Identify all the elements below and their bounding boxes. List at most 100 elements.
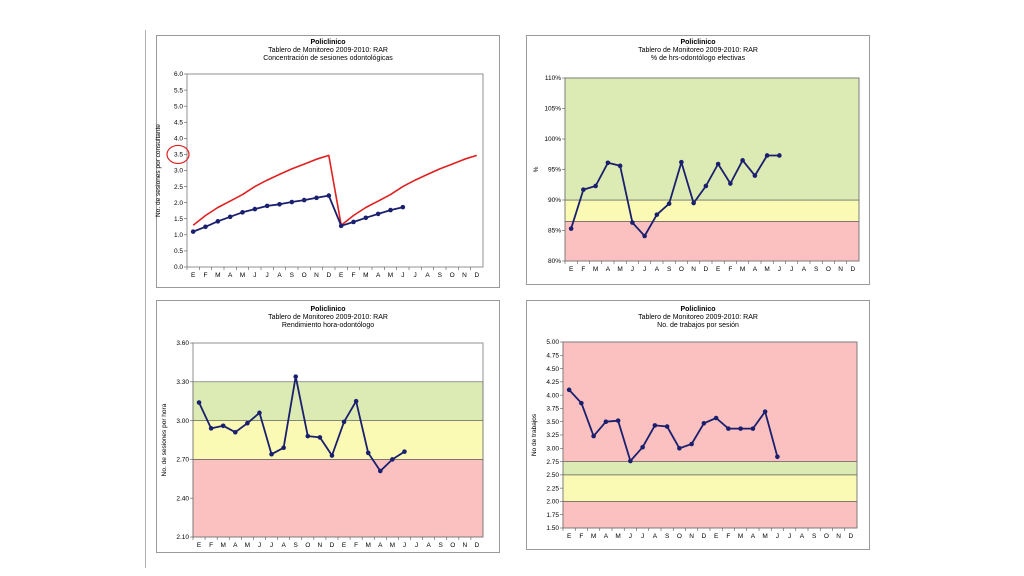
data-point bbox=[402, 449, 407, 454]
chart-subtitle-metric: No. de trabajos por sesión bbox=[657, 322, 739, 329]
data-point bbox=[281, 445, 286, 451]
y-tick-label: 6.0 bbox=[174, 71, 183, 78]
x-tick-label: A bbox=[800, 533, 805, 540]
divider-line bbox=[145, 30, 146, 568]
y-tick-label: 4.5 bbox=[174, 119, 183, 126]
y-axis-label: No. de sesiones por consultante bbox=[155, 124, 162, 217]
x-tick-label: J bbox=[415, 542, 418, 549]
chart-subtitle: Tablero de Monitoreo 2009-2010: RAR bbox=[268, 314, 388, 321]
x-tick-label: A bbox=[277, 272, 282, 279]
x-tick-label: J bbox=[403, 542, 406, 549]
y-tick-label: 5.5 bbox=[174, 87, 183, 94]
data-point bbox=[591, 433, 596, 439]
chart-subtitle: Tablero de Monitoreo 2009-2010: RAR bbox=[638, 47, 758, 54]
x-tick-label: A bbox=[426, 542, 431, 549]
x-tick-label: S bbox=[812, 533, 817, 540]
x-tick-label: A bbox=[606, 266, 611, 273]
series-line-navy bbox=[192, 194, 404, 233]
x-tick-label: J bbox=[253, 272, 256, 279]
data-point bbox=[777, 153, 782, 158]
x-tick-label: A bbox=[802, 266, 807, 273]
band-green bbox=[564, 77, 860, 201]
x-tick-label: D bbox=[704, 266, 709, 273]
data-point bbox=[363, 215, 369, 221]
x-tick-label: M bbox=[762, 533, 767, 540]
data-point bbox=[277, 201, 282, 207]
data-point bbox=[257, 410, 262, 416]
data-point bbox=[390, 457, 395, 462]
band-pink bbox=[562, 341, 858, 462]
y-tick-label: 90% bbox=[548, 197, 561, 204]
data-point bbox=[301, 197, 307, 203]
y-tick-label: 4.50 bbox=[546, 366, 559, 373]
y-tick-label: 4.75 bbox=[546, 352, 559, 359]
y-tick-label: 2.0 bbox=[174, 200, 183, 207]
chart-subtitle: Tablero de Monitoreo 2009-2010: RAR bbox=[638, 314, 758, 321]
y-tick-label: 3.60 bbox=[176, 340, 189, 347]
x-tick-label: A bbox=[376, 272, 381, 279]
x-tick-label: N bbox=[318, 542, 323, 549]
x-tick-label: S bbox=[438, 272, 443, 279]
data-point bbox=[715, 161, 721, 167]
y-axis-label: % bbox=[533, 166, 540, 172]
y-tick-label: 1.0 bbox=[174, 232, 183, 239]
band-pink bbox=[192, 459, 484, 538]
x-tick-label: N bbox=[463, 542, 468, 549]
y-tick-label: 2.70 bbox=[176, 457, 189, 464]
data-point bbox=[293, 374, 299, 379]
x-tick-label: N bbox=[462, 272, 467, 279]
x-tick-label: O bbox=[302, 272, 307, 279]
y-axis-label: No. de sesiones por hora bbox=[161, 403, 168, 476]
x-tick-label: N bbox=[689, 533, 694, 540]
data-point bbox=[190, 229, 196, 234]
x-tick-label: M bbox=[764, 266, 769, 273]
y-tick-label: 1.5 bbox=[174, 216, 183, 223]
y-tick-label: 3.5 bbox=[174, 152, 183, 159]
y-tick-label: 0.5 bbox=[174, 248, 183, 255]
data-point bbox=[764, 153, 770, 158]
data-point bbox=[326, 193, 332, 198]
data-point bbox=[666, 201, 672, 206]
x-tick-label: D bbox=[330, 542, 335, 549]
x-tick-label: M bbox=[390, 542, 395, 549]
data-point bbox=[605, 160, 611, 166]
data-point bbox=[377, 468, 383, 474]
x-tick-label: O bbox=[679, 266, 684, 273]
y-tick-label: 4.00 bbox=[546, 392, 559, 399]
x-tick-label: A bbox=[228, 272, 233, 279]
chart-title: Policlinico bbox=[310, 39, 345, 46]
x-tick-label: N bbox=[314, 272, 319, 279]
y-tick-label: 2.40 bbox=[176, 495, 189, 502]
x-tick-label: O bbox=[826, 266, 831, 273]
x-tick-label: E bbox=[716, 266, 721, 273]
x-tick-label: E bbox=[339, 272, 344, 279]
y-tick-label: 105% bbox=[544, 106, 561, 113]
y-tick-label: 2.10 bbox=[176, 534, 189, 541]
x-tick-label: M bbox=[738, 533, 743, 540]
x-tick-label: A bbox=[753, 266, 758, 273]
x-tick-label: M bbox=[740, 266, 745, 273]
data-point bbox=[252, 206, 258, 212]
chart-subtitle: Tablero de Monitoreo 2009-2010: RAR bbox=[268, 47, 388, 54]
x-tick-label: A bbox=[378, 542, 383, 549]
y-tick-label: 2.5 bbox=[174, 184, 183, 191]
x-tick-label: D bbox=[849, 533, 854, 540]
chart-subtitle-metric: Concentración de sesiones odontológicas bbox=[263, 55, 393, 62]
x-tick-label: E bbox=[567, 533, 572, 540]
data-point bbox=[750, 426, 756, 431]
y-axis-label: No de trabajos bbox=[531, 413, 538, 456]
data-point bbox=[581, 187, 586, 192]
data-point bbox=[317, 435, 323, 440]
data-point bbox=[240, 210, 245, 215]
data-point bbox=[762, 409, 768, 414]
data-point bbox=[215, 219, 221, 224]
data-point bbox=[269, 451, 274, 457]
x-tick-label: M bbox=[215, 272, 220, 279]
x-tick-label: N bbox=[836, 533, 841, 540]
data-point bbox=[654, 212, 660, 217]
y-tick-label: 85% bbox=[548, 228, 561, 235]
x-tick-label: S bbox=[290, 272, 295, 279]
x-tick-label: A bbox=[281, 542, 286, 549]
data-point bbox=[728, 181, 733, 186]
